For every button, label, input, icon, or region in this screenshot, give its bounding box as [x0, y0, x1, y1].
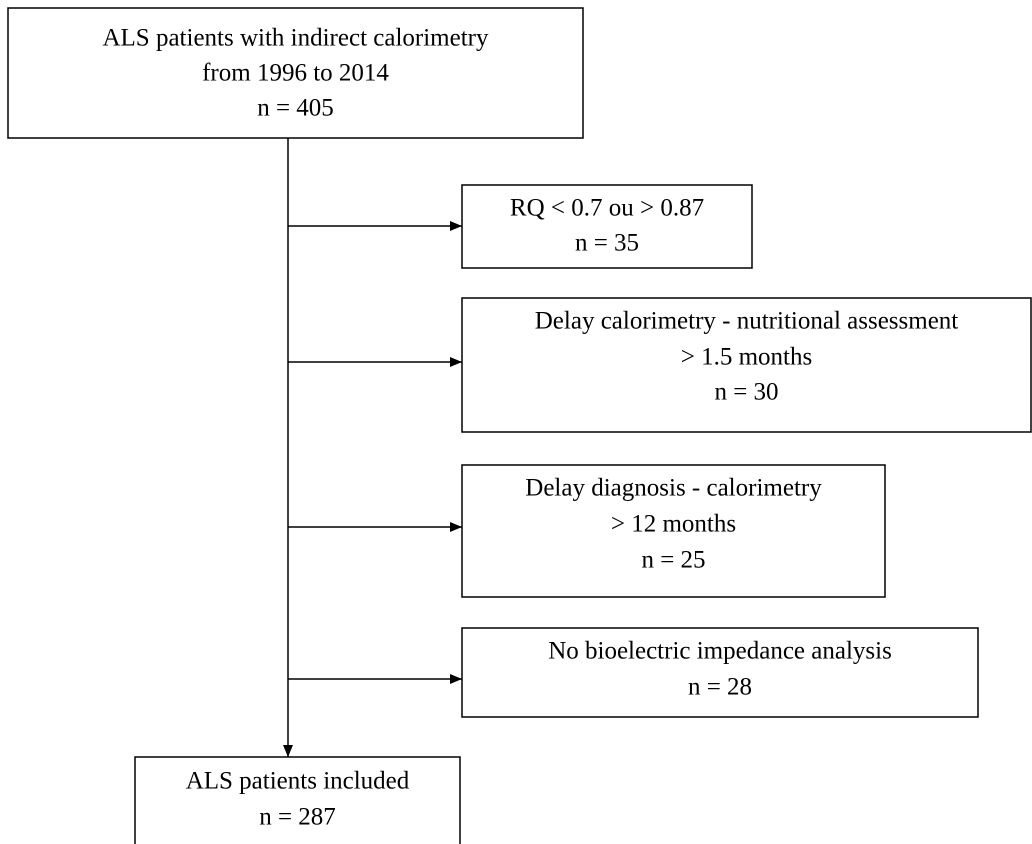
node-text: > 12 months — [611, 511, 736, 538]
node-box — [461, 297, 1032, 433]
node-box — [134, 756, 461, 844]
node-text: n = 287 — [259, 804, 336, 831]
node-text: n = 35 — [575, 230, 639, 257]
node-text: Delay calorimetry - nutritional assessme… — [535, 308, 959, 335]
node-text: n = 30 — [714, 379, 778, 406]
node-text: > 1.5 months — [681, 344, 812, 371]
node-text: RQ < 0.7 ou > 0.87 — [510, 195, 704, 222]
node-box — [461, 464, 886, 598]
node-box — [461, 627, 979, 718]
node-text: Delay diagnosis - calorimetry — [525, 475, 822, 502]
node-text: n = 405 — [257, 95, 334, 122]
node-box — [461, 184, 753, 269]
node-text: No bioelectric impedance analysis — [548, 638, 892, 665]
node-text: from 1996 to 2014 — [202, 60, 389, 87]
node-text: ALS patients included — [186, 768, 410, 795]
node-text: n = 28 — [688, 674, 752, 701]
node-text: n = 25 — [641, 547, 705, 574]
node-box — [7, 7, 584, 139]
node-text: ALS patients with indirect calorimetry — [102, 25, 489, 52]
